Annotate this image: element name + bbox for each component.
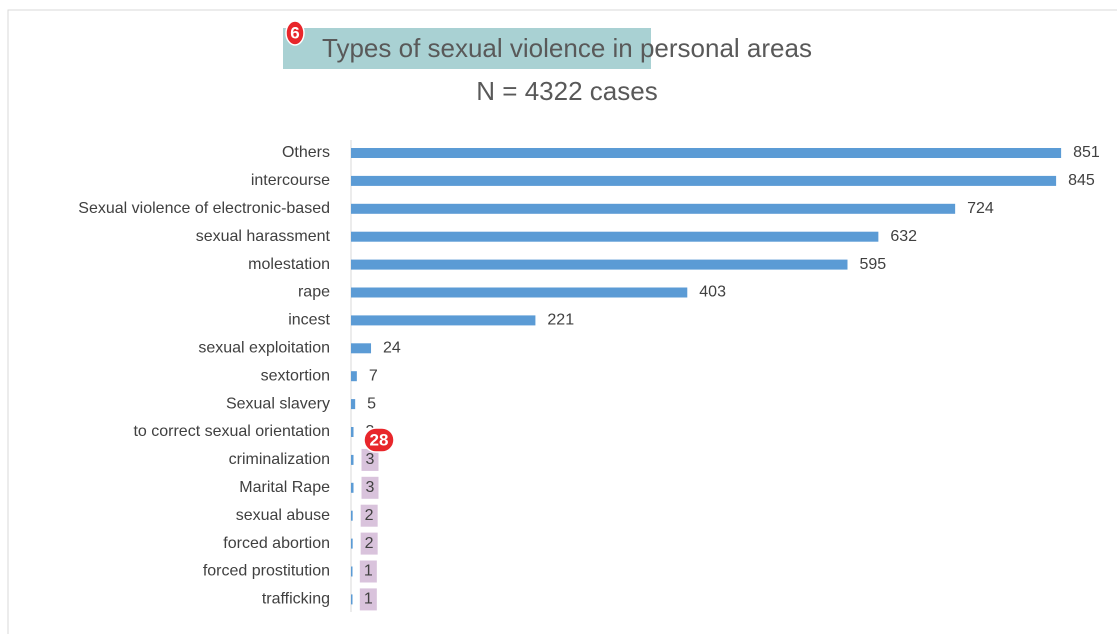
y-tick-label: trafficking <box>262 591 330 608</box>
annotation-label: 28 <box>370 430 389 449</box>
annotation-badge <box>285 20 305 46</box>
value-label: 24 <box>383 340 401 357</box>
y-tick-label: sextortion <box>261 367 330 384</box>
chart-title: Types of sexual violence in personal are… <box>322 33 812 63</box>
bar <box>351 287 688 298</box>
value-label: 724 <box>967 200 994 217</box>
value-label: 851 <box>1073 144 1100 161</box>
value-label: 403 <box>699 284 726 301</box>
value-label: 3 <box>366 479 375 496</box>
y-tick-label: molestation <box>248 256 330 273</box>
bar <box>351 510 353 521</box>
value-label: 1 <box>364 591 373 608</box>
chart-subtitle: N = 4322 cases <box>476 76 657 106</box>
label-highlight <box>359 588 377 611</box>
y-tick-label: rape <box>298 284 330 301</box>
value-label: 7 <box>369 367 378 384</box>
value-label: 2 <box>365 507 374 524</box>
bar <box>351 566 353 577</box>
label-highlight <box>361 448 379 471</box>
y-tick-label: intercourse <box>251 172 330 189</box>
bar <box>351 482 354 493</box>
bar <box>351 315 536 326</box>
y-tick-label: Others <box>282 144 330 161</box>
bar <box>351 231 879 242</box>
label-highlight <box>361 476 379 499</box>
value-label: 5 <box>367 395 376 412</box>
bar <box>351 148 1062 158</box>
y-tick-label: Sexual slavery <box>226 395 330 412</box>
annotation-label: 6 <box>290 23 299 42</box>
y-tick-label: sexual harassment <box>196 228 331 245</box>
bar <box>351 399 356 410</box>
y-tick-label: sexual exploitation <box>198 340 330 357</box>
bar <box>351 371 357 382</box>
value-label: 2 <box>365 535 374 552</box>
value-label: 1 <box>364 563 373 580</box>
y-tick-label: criminalization <box>229 451 330 468</box>
y-tick-label: forced abortion <box>223 535 330 552</box>
bar <box>351 427 354 437</box>
title-highlight <box>283 28 651 69</box>
y-tick-label: Sexual violence of electronic-based <box>78 200 330 217</box>
y-tick-label: incest <box>288 312 330 329</box>
value-label: 221 <box>547 312 574 329</box>
annotation-badge <box>363 427 395 453</box>
y-tick-label: to correct sexual orientation <box>133 423 330 440</box>
y-tick-label: Marital Rape <box>239 479 330 496</box>
bar <box>351 343 372 354</box>
value-label: 3 <box>366 451 375 468</box>
label-highlight <box>360 504 378 527</box>
bar <box>351 175 1057 186</box>
bar <box>351 594 353 605</box>
bar <box>351 203 956 214</box>
label-highlight <box>359 560 377 583</box>
chart-frame <box>7 9 1117 634</box>
y-tick-label: forced prostitution <box>203 563 330 580</box>
value-label: 632 <box>890 228 917 245</box>
value-label: 845 <box>1068 172 1095 189</box>
label-highlight <box>360 532 378 555</box>
bar <box>351 259 848 270</box>
value-label: 595 <box>859 256 886 273</box>
bar <box>351 538 353 549</box>
y-tick-label: sexual abuse <box>236 507 330 524</box>
bar <box>351 454 354 465</box>
